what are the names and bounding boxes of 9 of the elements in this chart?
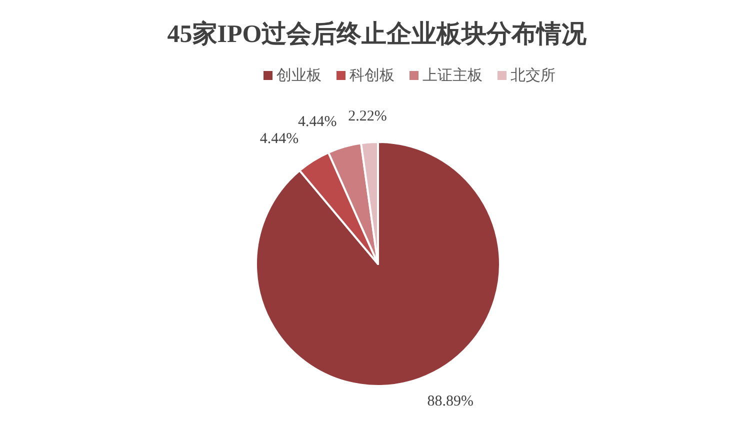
legend-label: 创业板 xyxy=(276,67,322,84)
data-label: 2.22% xyxy=(348,108,387,124)
data-label: 88.89% xyxy=(427,393,474,410)
legend-label: 上证主板 xyxy=(422,67,482,84)
data-label: 4.44% xyxy=(260,130,299,147)
legend-label: 北交所 xyxy=(510,67,556,84)
chart-title: 45家IPO过会后终止企业板块分布情况 xyxy=(167,20,588,48)
legend-label: 科创板 xyxy=(350,67,394,84)
data-label: 4.44% xyxy=(298,114,337,130)
